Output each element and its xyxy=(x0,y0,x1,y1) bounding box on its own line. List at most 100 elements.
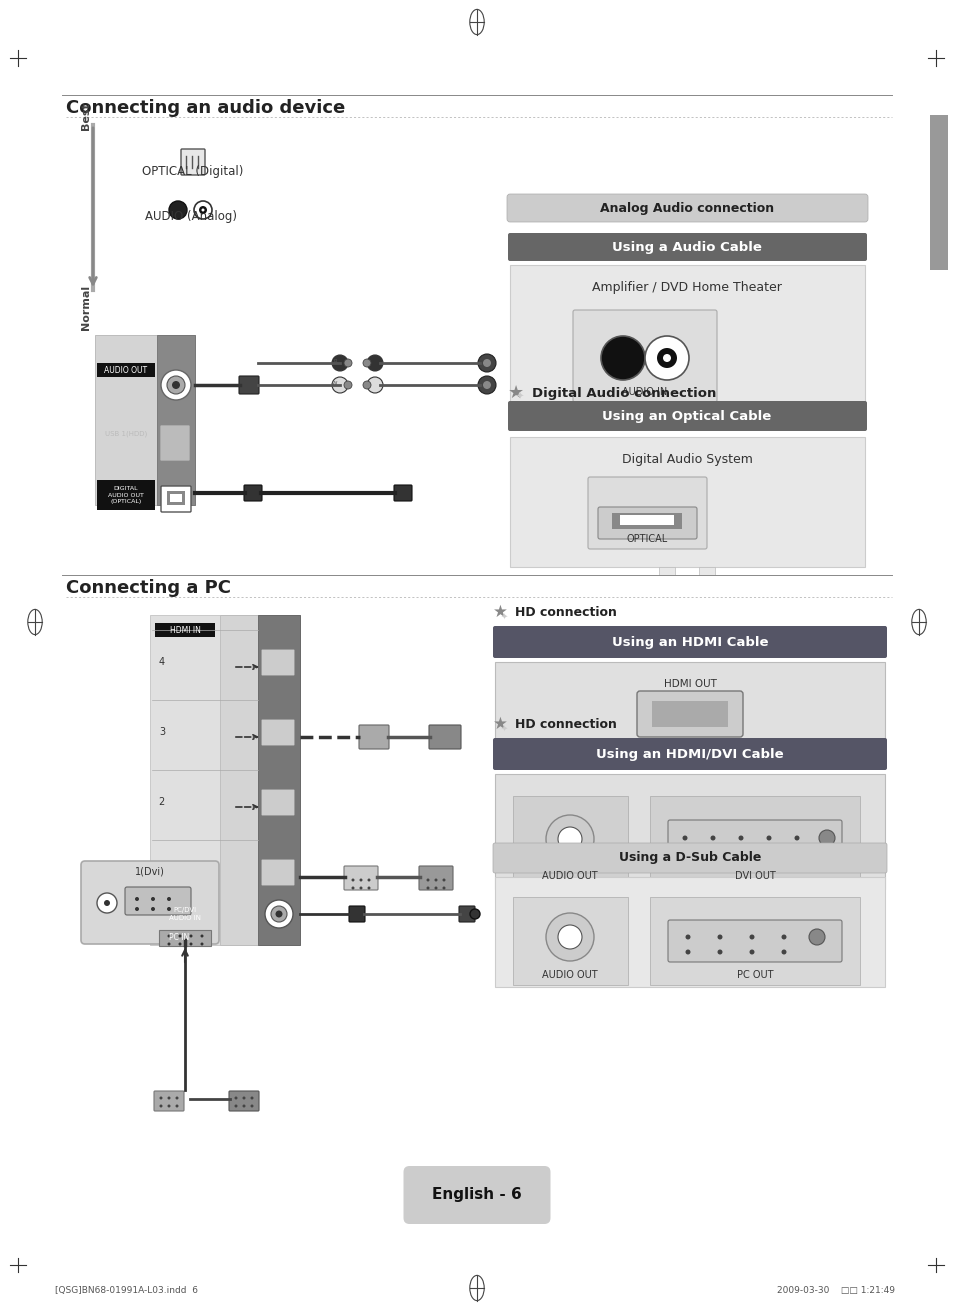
FancyBboxPatch shape xyxy=(418,867,453,890)
Circle shape xyxy=(545,815,594,863)
FancyBboxPatch shape xyxy=(458,906,475,922)
Circle shape xyxy=(685,935,690,939)
Text: Normal: Normal xyxy=(81,285,91,330)
Circle shape xyxy=(681,835,687,840)
Circle shape xyxy=(168,1105,171,1107)
FancyBboxPatch shape xyxy=(598,508,697,539)
Text: 1(Dvi): 1(Dvi) xyxy=(135,867,165,877)
Circle shape xyxy=(367,886,370,889)
FancyBboxPatch shape xyxy=(154,899,214,928)
Text: PC IN: PC IN xyxy=(169,932,189,942)
FancyBboxPatch shape xyxy=(667,920,841,963)
FancyBboxPatch shape xyxy=(95,335,194,505)
FancyBboxPatch shape xyxy=(721,419,741,427)
Circle shape xyxy=(794,835,799,840)
Circle shape xyxy=(717,935,721,939)
Circle shape xyxy=(359,886,362,889)
FancyBboxPatch shape xyxy=(257,615,299,945)
Circle shape xyxy=(151,897,154,901)
FancyBboxPatch shape xyxy=(699,567,714,575)
FancyBboxPatch shape xyxy=(344,867,377,890)
Circle shape xyxy=(662,354,670,362)
Circle shape xyxy=(193,201,212,220)
Text: PC OUT: PC OUT xyxy=(736,970,773,980)
FancyBboxPatch shape xyxy=(495,738,884,760)
Circle shape xyxy=(351,878,355,881)
Text: W: W xyxy=(332,380,337,385)
Circle shape xyxy=(558,924,581,949)
Circle shape xyxy=(710,852,715,856)
Text: DIGITAL
AUDIO OUT
(OPTICAL): DIGITAL AUDIO OUT (OPTICAL) xyxy=(108,487,144,504)
Text: HDMI IN: HDMI IN xyxy=(170,626,200,635)
Text: Connecting an audio device: Connecting an audio device xyxy=(66,99,345,117)
FancyBboxPatch shape xyxy=(651,701,727,727)
Text: AUDIO IN: AUDIO IN xyxy=(621,387,667,397)
Circle shape xyxy=(738,852,742,856)
Text: USB 1(HDD): USB 1(HDD) xyxy=(105,430,147,437)
Circle shape xyxy=(201,209,204,212)
Circle shape xyxy=(749,949,754,955)
Circle shape xyxy=(190,943,193,945)
Circle shape xyxy=(765,852,771,856)
Text: AUDIO OUT: AUDIO OUT xyxy=(541,970,598,980)
FancyBboxPatch shape xyxy=(150,615,220,945)
FancyBboxPatch shape xyxy=(261,650,294,676)
Circle shape xyxy=(477,354,496,372)
Circle shape xyxy=(332,355,348,371)
Circle shape xyxy=(442,886,445,889)
Text: 4: 4 xyxy=(159,658,165,667)
Circle shape xyxy=(251,1105,253,1107)
Text: PC/DVI
AUDIO IN: PC/DVI AUDIO IN xyxy=(169,907,201,920)
Text: Using an HDMI/DVI Cable: Using an HDMI/DVI Cable xyxy=(596,747,783,760)
FancyBboxPatch shape xyxy=(513,897,627,985)
Circle shape xyxy=(738,835,742,840)
Text: Digital Audio System: Digital Audio System xyxy=(621,452,752,466)
Circle shape xyxy=(135,907,139,911)
FancyBboxPatch shape xyxy=(261,789,294,817)
Text: 2009-03-30    □□ 1:21:49: 2009-03-30 □□ 1:21:49 xyxy=(776,1286,894,1295)
Circle shape xyxy=(332,377,348,393)
Circle shape xyxy=(271,906,287,922)
Circle shape xyxy=(685,949,690,955)
FancyBboxPatch shape xyxy=(244,485,262,501)
Circle shape xyxy=(178,943,181,945)
Text: AUDIO OUT: AUDIO OUT xyxy=(104,366,148,375)
Text: HDMI OUT: HDMI OUT xyxy=(663,679,716,689)
Circle shape xyxy=(169,201,187,220)
FancyBboxPatch shape xyxy=(97,480,154,510)
FancyBboxPatch shape xyxy=(154,623,214,636)
FancyBboxPatch shape xyxy=(229,1091,258,1111)
Circle shape xyxy=(344,381,352,389)
FancyBboxPatch shape xyxy=(160,425,190,462)
FancyBboxPatch shape xyxy=(493,843,886,873)
Circle shape xyxy=(175,1105,178,1107)
Circle shape xyxy=(600,337,644,380)
Circle shape xyxy=(168,1097,171,1099)
Text: [QSG]BN68-01991A-L03.indd  6: [QSG]BN68-01991A-L03.indd 6 xyxy=(55,1286,198,1295)
FancyBboxPatch shape xyxy=(403,1166,550,1224)
Circle shape xyxy=(794,852,799,856)
FancyBboxPatch shape xyxy=(429,725,460,750)
Circle shape xyxy=(681,852,687,856)
Circle shape xyxy=(161,370,191,400)
Circle shape xyxy=(367,355,382,371)
Circle shape xyxy=(710,835,715,840)
FancyBboxPatch shape xyxy=(619,515,673,525)
Circle shape xyxy=(359,878,362,881)
Text: Analog Audio connection: Analog Audio connection xyxy=(599,201,773,214)
Text: Best: Best xyxy=(81,103,91,130)
FancyBboxPatch shape xyxy=(239,376,258,394)
Circle shape xyxy=(344,359,352,367)
Circle shape xyxy=(159,1097,162,1099)
Circle shape xyxy=(265,899,293,928)
Text: ★: ★ xyxy=(507,384,523,402)
FancyBboxPatch shape xyxy=(81,861,219,944)
Circle shape xyxy=(104,899,110,906)
FancyBboxPatch shape xyxy=(261,719,294,746)
Circle shape xyxy=(818,830,834,846)
Circle shape xyxy=(199,206,207,214)
Text: Using an HDMI Cable: Using an HDMI Cable xyxy=(611,635,767,648)
Circle shape xyxy=(426,886,429,889)
FancyBboxPatch shape xyxy=(495,877,884,988)
FancyBboxPatch shape xyxy=(220,615,299,945)
